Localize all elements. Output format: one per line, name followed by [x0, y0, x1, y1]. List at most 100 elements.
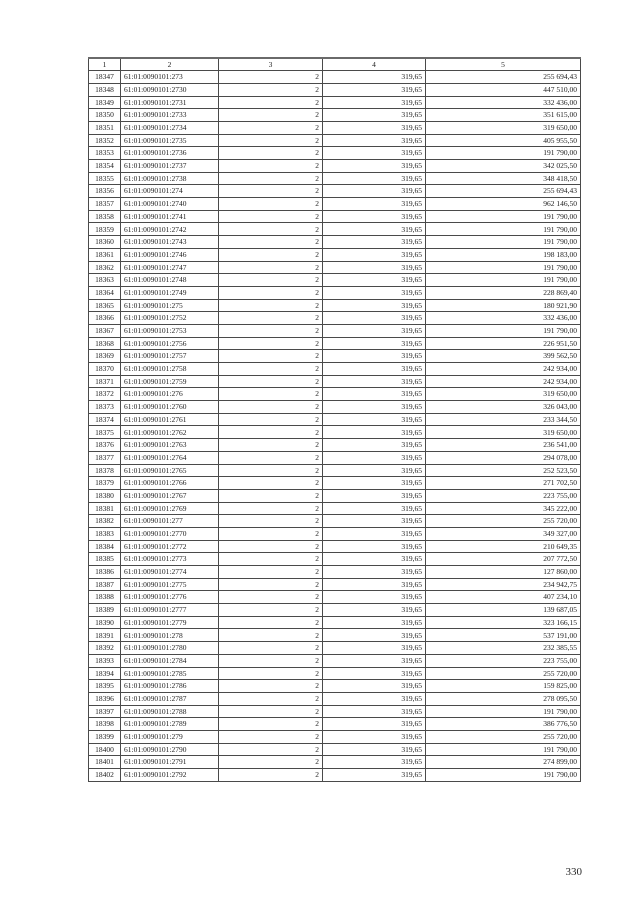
row-number-cell: 18365 [88, 298, 121, 313]
row-number-cell: 18372 [88, 387, 121, 402]
table-row: 18373 61:01:0090101:2760 2 319,65 326 043,00 [88, 400, 581, 414]
row-number-cell: 18377 [88, 450, 121, 465]
cadastral-number-cell: 61:01:0090101:2785 [120, 666, 219, 681]
rate-cell: 319,65 [322, 108, 426, 122]
count-cell: 2 [218, 323, 323, 338]
rate-cell: 319,65 [322, 755, 426, 769]
amount-cell: 228 869,40 [425, 285, 581, 300]
row-number-cell: 18402 [88, 768, 121, 782]
rate-cell: 319,65 [322, 349, 426, 363]
rate-cell: 319,65 [322, 717, 426, 731]
count-cell: 2 [218, 691, 323, 706]
amount-cell: 351 615,00 [425, 108, 581, 122]
count-cell: 2 [218, 615, 323, 630]
table-row: 18369 61:01:0090101:2757 2 319,65 399 562,50 [88, 349, 581, 363]
rate-cell: 319,65 [322, 95, 426, 110]
table-body: 18347 61:01:0090101:273 2 319,65 255 694,43 1… [88, 70, 581, 782]
table-row: 18360 61:01:0090101:2743 2 319,65 191 790,00 [88, 235, 581, 249]
rate-cell: 319,65 [322, 679, 426, 693]
rate-cell: 319,65 [322, 438, 426, 452]
row-number-cell: 18392 [88, 641, 121, 655]
cadastral-number-cell: 61:01:0090101:2765 [120, 463, 219, 478]
rate-cell: 319,65 [322, 425, 426, 440]
count-cell: 2 [218, 273, 323, 287]
count-cell: 2 [218, 501, 323, 516]
column-header-3: 3 [218, 57, 323, 72]
table-row: 18374 61:01:0090101:2761 2 319,65 233 344,50 [88, 412, 581, 427]
row-number-cell: 18356 [88, 184, 121, 199]
amount-cell: 139 687,05 [425, 603, 581, 617]
table-row: 18397 61:01:0090101:2788 2 319,65 191 790,00 [88, 704, 581, 719]
rate-cell: 319,65 [322, 615, 426, 630]
count-cell: 2 [218, 412, 323, 427]
rate-cell: 319,65 [322, 133, 426, 148]
row-number-cell: 18352 [88, 133, 121, 148]
amount-cell: 180 921,90 [425, 298, 581, 313]
amount-cell: 294 078,00 [425, 450, 581, 465]
amount-cell: 255 720,00 [425, 729, 581, 744]
table-row: 18396 61:01:0090101:2787 2 319,65 278 095,50 [88, 691, 581, 706]
cadastral-number-cell: 61:01:0090101:2734 [120, 120, 219, 135]
count-cell: 2 [218, 95, 323, 110]
count-cell: 2 [218, 704, 323, 719]
rate-cell: 319,65 [322, 768, 426, 782]
count-cell: 2 [218, 577, 323, 592]
cadastral-number-cell: 61:01:0090101:2762 [120, 425, 219, 440]
count-cell: 2 [218, 362, 323, 376]
cadastral-number-cell: 61:01:0090101:2774 [120, 565, 219, 579]
table-row: 18368 61:01:0090101:2756 2 319,65 226 951,50 [88, 336, 581, 351]
row-number-cell: 18390 [88, 615, 121, 630]
count-cell: 2 [218, 603, 323, 617]
cadastral-number-cell: 61:01:0090101:2761 [120, 412, 219, 427]
rate-cell: 319,65 [322, 729, 426, 744]
rate-cell: 319,65 [322, 235, 426, 249]
count-cell: 2 [218, 298, 323, 313]
cadastral-number-cell: 61:01:0090101:2767 [120, 488, 219, 503]
amount-cell: 191 790,00 [425, 209, 581, 224]
row-number-cell: 18391 [88, 628, 121, 643]
table-row: 18356 61:01:0090101:274 2 319,65 255 694,43 [88, 184, 581, 199]
count-cell: 2 [218, 108, 323, 122]
cadastral-number-cell: 61:01:0090101:273 [120, 70, 219, 84]
table-row: 18394 61:01:0090101:2785 2 319,65 255 720,00 [88, 666, 581, 681]
row-number-cell: 18349 [88, 95, 121, 110]
row-number-cell: 18399 [88, 729, 121, 744]
table-row: 18381 61:01:0090101:2769 2 319,65 345 222,00 [88, 501, 581, 516]
amount-cell: 233 344,50 [425, 412, 581, 427]
row-number-cell: 18384 [88, 539, 121, 554]
cadastral-number-cell: 61:01:0090101:2787 [120, 691, 219, 706]
row-number-cell: 18400 [88, 742, 121, 757]
row-number-cell: 18354 [88, 159, 121, 173]
row-number-cell: 18396 [88, 691, 121, 706]
count-cell: 2 [218, 755, 323, 769]
amount-cell: 191 790,00 [425, 323, 581, 338]
cadastral-number-cell: 61:01:0090101:2777 [120, 603, 219, 617]
row-number-cell: 18373 [88, 400, 121, 414]
count-cell: 2 [218, 70, 323, 84]
amount-cell: 223 755,00 [425, 488, 581, 503]
rate-cell: 319,65 [322, 526, 426, 541]
cadastral-number-cell: 61:01:0090101:2772 [120, 539, 219, 554]
row-number-cell: 18364 [88, 285, 121, 300]
cadastral-number-cell: 61:01:0090101:2784 [120, 653, 219, 668]
rate-cell: 319,65 [322, 247, 426, 262]
table-row: 18395 61:01:0090101:2786 2 319,65 159 825,00 [88, 679, 581, 693]
row-number-cell: 18382 [88, 514, 121, 528]
amount-cell: 332 436,00 [425, 95, 581, 110]
amount-cell: 252 523,50 [425, 463, 581, 478]
count-cell: 2 [218, 488, 323, 503]
table-row: 18370 61:01:0090101:2758 2 319,65 242 934,00 [88, 362, 581, 376]
row-number-cell: 18380 [88, 488, 121, 503]
count-cell: 2 [218, 590, 323, 605]
amount-cell: 242 934,00 [425, 362, 581, 376]
cadastral-number-cell: 61:01:0090101:2741 [120, 209, 219, 224]
rate-cell: 319,65 [322, 565, 426, 579]
amount-cell: 236 541,00 [425, 438, 581, 452]
cadastral-number-cell: 61:01:0090101:2735 [120, 133, 219, 148]
table-row: 18388 61:01:0090101:2776 2 319,65 407 234,10 [88, 590, 581, 605]
rate-cell: 319,65 [322, 197, 426, 211]
cadastral-number-cell: 61:01:0090101:2773 [120, 552, 219, 566]
amount-cell: 271 702,50 [425, 476, 581, 490]
table-row: 18363 61:01:0090101:2748 2 319,65 191 790,00 [88, 273, 581, 287]
count-cell: 2 [218, 209, 323, 224]
